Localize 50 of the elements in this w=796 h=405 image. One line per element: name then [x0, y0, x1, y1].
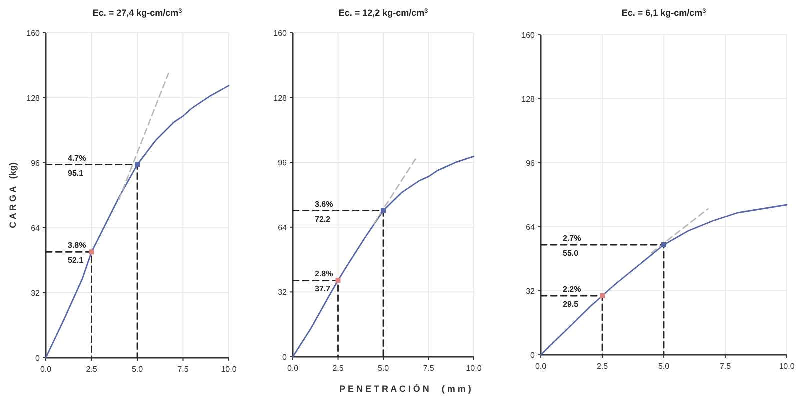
x-tick-label: 5.0 — [378, 364, 390, 373]
y-tick-label: 128 — [26, 94, 41, 103]
y-tick-label: 128 — [522, 95, 536, 104]
annotation: 52.1 — [68, 256, 84, 266]
annotation: 2.7% — [563, 234, 582, 243]
y-tick-label: 0 — [530, 351, 536, 360]
y-tick-label: 32 — [31, 289, 41, 298]
x-tick-label: 5.0 — [132, 365, 144, 374]
y-tick-label: 32 — [526, 287, 536, 296]
y-tick-label: 160 — [26, 29, 41, 38]
annotation: 3.8% — [68, 241, 86, 250]
y-tick-label: 64 — [526, 223, 536, 232]
x-tick-label: 10.0 — [779, 362, 796, 371]
x-tick-label: 2.5 — [86, 365, 98, 374]
annotation: 2.8% — [315, 270, 334, 279]
y-tick-label: 96 — [526, 159, 536, 168]
x-tick-label: 0.0 — [287, 364, 300, 373]
y-tick-label: 64 — [31, 224, 41, 233]
chart-title: Ec. = 27,4 kg-cm/cm$^{3}$ — [92, 8, 183, 18]
x-tick-label: 0.0 — [40, 365, 52, 374]
y-tick-label: 96 — [31, 159, 41, 168]
chart-title: Ec. = 12,2 kg-cm/cm$^{3}$ — [338, 8, 429, 18]
x-axis-title: P E N E T R A C I Ó N ( m m ) — [340, 384, 472, 394]
annotation: 72.2 — [315, 214, 332, 224]
chart-title: Ec. = 6,1 kg-cm/cm$^{3}$ — [622, 8, 707, 18]
x-tick-label: 7.5 — [423, 364, 435, 373]
annotation: 37.7 — [315, 284, 332, 294]
annotation: 3.6% — [315, 200, 334, 209]
annotation: 2.2% — [563, 285, 582, 294]
y-tick-label: 32 — [278, 288, 288, 298]
x-tick-label: 10.0 — [221, 365, 238, 374]
y-axis-title: C A R G A (kg) — [8, 162, 18, 228]
y-tick-label: 160 — [274, 29, 288, 38]
annotation: 29.5 — [563, 300, 580, 309]
y-tick-label: 96 — [278, 158, 288, 168]
y-tick-label: 0 — [36, 354, 41, 363]
x-tick-label: 2.5 — [332, 364, 344, 373]
annotation: 95.1 — [68, 168, 84, 178]
y-tick-label: 0 — [282, 353, 288, 362]
x-tick-label: 2.5 — [596, 362, 609, 371]
x-tick-label: 7.5 — [720, 362, 732, 371]
x-tick-label: 10.0 — [466, 364, 482, 373]
x-tick-label: 7.5 — [178, 365, 190, 374]
annotation: 4.7% — [68, 154, 86, 163]
x-tick-label: 0.0 — [535, 362, 548, 371]
x-tick-label: 5.0 — [658, 362, 670, 371]
y-tick-label: 128 — [274, 94, 288, 103]
y-tick-label: 160 — [522, 31, 536, 40]
y-tick-label: 64 — [278, 223, 288, 232]
annotation: 55.0 — [563, 249, 580, 258]
